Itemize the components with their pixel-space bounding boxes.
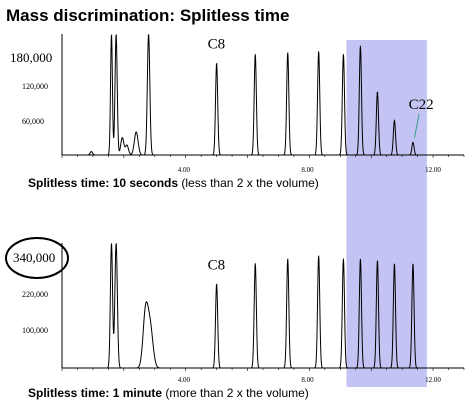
x-tick-label-bottom: 12.00 [425, 376, 441, 384]
y-tick-label-bottom: 220,000 [22, 290, 48, 299]
max-value-circle-annotation [5, 237, 69, 279]
x-tick-label-top: 4.00 [178, 166, 191, 174]
chromatogram-trace-top [62, 33, 464, 156]
c22-pointer-line [414, 113, 420, 138]
y-label-max-top: 180,000 [10, 50, 52, 65]
x-tick-label-bottom: 8.00 [301, 376, 314, 384]
caption-bottom: Splitless time: 1 minute (more than 2 x … [28, 386, 309, 400]
x-tick-label-bottom: 4.00 [178, 376, 191, 384]
peak-label-c8-bottom: C8 [208, 258, 226, 274]
peak-label-c8-top: C8 [208, 36, 226, 52]
caption-top-bold: Splitless time: 10 seconds [28, 176, 178, 190]
y-tick-label-bottom: 100,000 [22, 326, 48, 335]
caption-top: Splitless time: 10 seconds (less than 2 … [28, 176, 319, 190]
y-label-max-bottom: 340,000 [13, 250, 55, 265]
caption-top-rest: (less than 2 x the volume) [178, 176, 319, 190]
x-tick-label-top: 8.00 [301, 166, 314, 174]
highlight-band-bottom [346, 196, 427, 387]
chart-bottom: 340,000 220,000 100,000 4.00 8.00 12.00 … [5, 196, 465, 400]
chromatogram-trace-bottom [62, 242, 464, 369]
caption-bottom-rest: (more than 2 x the volume) [162, 386, 309, 400]
chart-top: 180,000 120,000 60,000 4.00 8.00 12.00 C… [10, 33, 465, 196]
page-title: Mass discrimination: Splitless time [6, 6, 289, 25]
peak-label-c22-top: C22 [409, 97, 434, 113]
x-tick-label-top: 12.00 [425, 166, 441, 174]
caption-bottom-bold: Splitless time: 1 minute [28, 386, 162, 400]
y-tick-label-top: 120,000 [22, 82, 48, 91]
y-tick-label-top: 60,000 [22, 117, 44, 126]
